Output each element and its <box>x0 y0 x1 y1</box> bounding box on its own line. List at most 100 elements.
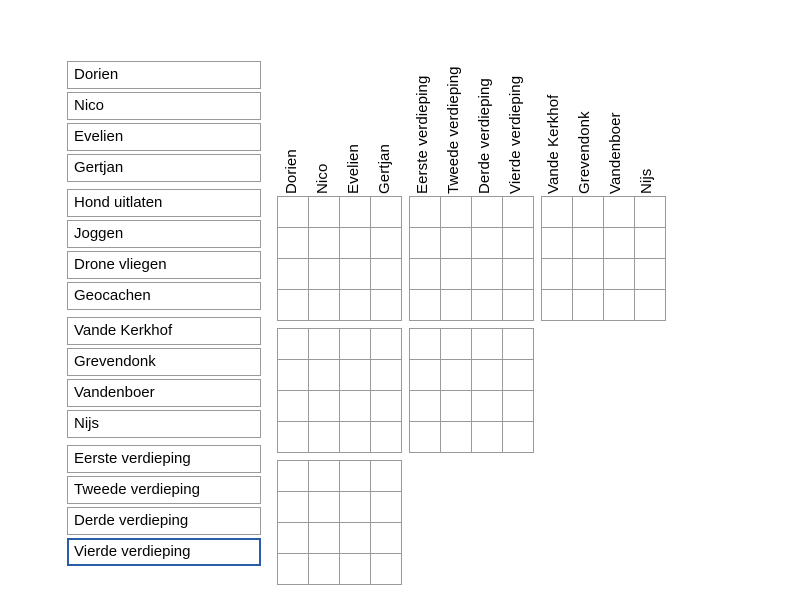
grid-cell[interactable] <box>503 197 534 228</box>
grid-cell[interactable] <box>309 492 340 523</box>
grid-cell[interactable] <box>278 290 309 321</box>
grid-cell[interactable] <box>410 259 441 290</box>
grid-cell[interactable] <box>340 290 371 321</box>
grid-cell[interactable] <box>604 290 635 321</box>
grid-cell[interactable] <box>441 329 472 360</box>
grid-cell[interactable] <box>635 197 666 228</box>
grid-cell[interactable] <box>503 228 534 259</box>
grid-cell[interactable] <box>441 197 472 228</box>
grid-cell[interactable] <box>340 197 371 228</box>
grid-cell[interactable] <box>309 290 340 321</box>
grid-cell[interactable] <box>309 360 340 391</box>
grid-cell[interactable] <box>371 523 402 554</box>
grid-cell[interactable] <box>441 290 472 321</box>
grid-cell[interactable] <box>340 228 371 259</box>
grid-cell[interactable] <box>278 523 309 554</box>
grid-cell[interactable] <box>309 197 340 228</box>
row-label-box[interactable]: Gertjan <box>67 154 261 182</box>
grid-cell[interactable] <box>472 228 503 259</box>
grid-cell[interactable] <box>340 391 371 422</box>
row-label-box[interactable]: Eerste verdieping <box>67 445 261 473</box>
grid-cell[interactable] <box>371 290 402 321</box>
grid-cell[interactable] <box>410 290 441 321</box>
grid-cell[interactable] <box>309 391 340 422</box>
grid-cell[interactable] <box>410 422 441 453</box>
grid-cell[interactable] <box>503 329 534 360</box>
grid-cell[interactable] <box>309 259 340 290</box>
grid-cell[interactable] <box>472 290 503 321</box>
grid-cell[interactable] <box>278 391 309 422</box>
grid-cell[interactable] <box>371 461 402 492</box>
grid-cell[interactable] <box>472 259 503 290</box>
grid-cell[interactable] <box>278 197 309 228</box>
grid-cell[interactable] <box>371 492 402 523</box>
grid-cell[interactable] <box>604 197 635 228</box>
grid-cell[interactable] <box>410 391 441 422</box>
grid-cell[interactable] <box>503 360 534 391</box>
grid-block-familienamen-personen[interactable] <box>277 328 402 453</box>
row-label-box[interactable]: Dorien <box>67 61 261 89</box>
grid-cell[interactable] <box>441 360 472 391</box>
grid-cell[interactable] <box>309 329 340 360</box>
grid-cell[interactable] <box>573 290 604 321</box>
grid-cell[interactable] <box>635 290 666 321</box>
row-label-box[interactable]: Vande Kerkhof <box>67 317 261 345</box>
grid-cell[interactable] <box>278 259 309 290</box>
grid-block-verdiepingen-personen[interactable] <box>277 460 402 585</box>
grid-cell[interactable] <box>309 422 340 453</box>
grid-cell[interactable] <box>472 360 503 391</box>
row-label-box[interactable]: Hond uitlaten <box>67 189 261 217</box>
grid-cell[interactable] <box>573 228 604 259</box>
grid-cell[interactable] <box>573 197 604 228</box>
grid-cell[interactable] <box>503 259 534 290</box>
grid-cell[interactable] <box>441 391 472 422</box>
grid-cell[interactable] <box>441 422 472 453</box>
grid-cell[interactable] <box>278 360 309 391</box>
row-label-box[interactable]: Drone vliegen <box>67 251 261 279</box>
grid-cell[interactable] <box>503 422 534 453</box>
grid-cell[interactable] <box>278 422 309 453</box>
grid-cell[interactable] <box>410 228 441 259</box>
grid-cell[interactable] <box>340 492 371 523</box>
grid-cell[interactable] <box>278 461 309 492</box>
row-label-box[interactable]: Evelien <box>67 123 261 151</box>
grid-cell[interactable] <box>472 329 503 360</box>
grid-cell[interactable] <box>278 228 309 259</box>
grid-cell[interactable] <box>309 523 340 554</box>
grid-block-activiteiten-familienamen[interactable] <box>541 196 666 321</box>
grid-cell[interactable] <box>371 228 402 259</box>
grid-cell[interactable] <box>371 554 402 585</box>
row-label-box-focused[interactable]: Vierde verdieping <box>67 538 261 566</box>
grid-cell[interactable] <box>340 554 371 585</box>
grid-cell[interactable] <box>340 461 371 492</box>
grid-cell[interactable] <box>340 329 371 360</box>
grid-block-familienamen-verdiepingen[interactable] <box>409 328 534 453</box>
grid-cell[interactable] <box>503 290 534 321</box>
grid-cell[interactable] <box>635 228 666 259</box>
grid-cell[interactable] <box>604 259 635 290</box>
grid-cell[interactable] <box>635 259 666 290</box>
grid-cell[interactable] <box>371 197 402 228</box>
grid-cell[interactable] <box>573 259 604 290</box>
grid-cell[interactable] <box>340 523 371 554</box>
grid-cell[interactable] <box>472 422 503 453</box>
grid-cell[interactable] <box>340 360 371 391</box>
grid-cell[interactable] <box>340 259 371 290</box>
grid-cell[interactable] <box>371 329 402 360</box>
row-label-box[interactable]: Derde verdieping <box>67 507 261 535</box>
grid-block-activiteiten-verdiepingen[interactable] <box>409 196 534 321</box>
grid-cell[interactable] <box>472 197 503 228</box>
grid-cell[interactable] <box>542 197 573 228</box>
grid-cell[interactable] <box>410 360 441 391</box>
row-label-box[interactable]: Grevendonk <box>67 348 261 376</box>
grid-cell[interactable] <box>278 554 309 585</box>
row-label-box[interactable]: Joggen <box>67 220 261 248</box>
grid-cell[interactable] <box>410 197 441 228</box>
grid-cell[interactable] <box>410 329 441 360</box>
grid-cell[interactable] <box>309 228 340 259</box>
grid-cell[interactable] <box>309 461 340 492</box>
grid-cell[interactable] <box>371 259 402 290</box>
grid-cell[interactable] <box>542 228 573 259</box>
grid-cell[interactable] <box>371 360 402 391</box>
grid-cell[interactable] <box>309 554 340 585</box>
